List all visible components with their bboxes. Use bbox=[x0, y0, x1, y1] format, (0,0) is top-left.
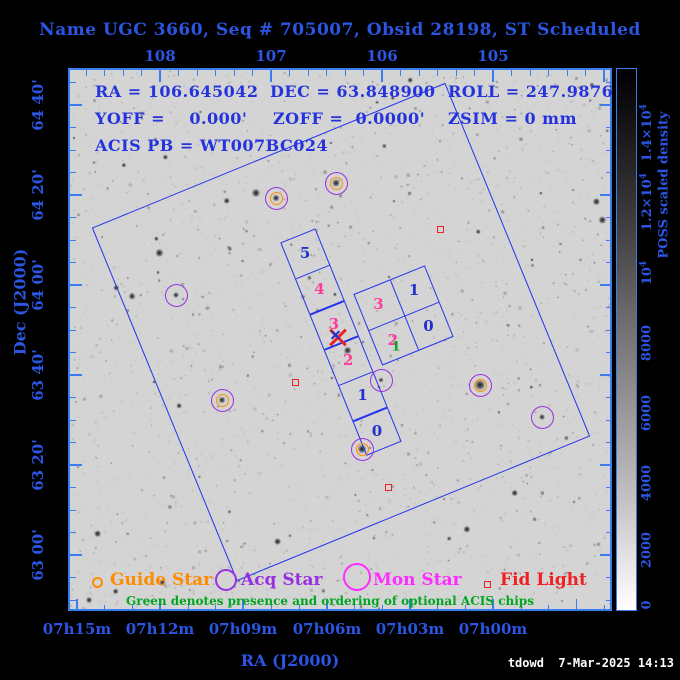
sky-plot bbox=[68, 68, 612, 611]
legend-mon-star-label: Mon Star bbox=[373, 570, 462, 590]
colorbar-tick-label: 104 bbox=[638, 260, 656, 286]
top-axis-tick-label: 105 bbox=[477, 47, 509, 65]
readout-dec: DEC = 63.848900 bbox=[270, 82, 436, 101]
bottom-axis-tick-label: 07h09m bbox=[208, 620, 278, 638]
legend-acq-star-label: Acq Star bbox=[241, 570, 323, 590]
colorbar-tick-label: 1.2×104 bbox=[638, 173, 656, 231]
readout-roll: ROLL = 247.9876 bbox=[448, 82, 614, 101]
left-axis-tick-label: 64 40' bbox=[29, 79, 47, 131]
left-axis-tick-label: 63 20' bbox=[29, 439, 47, 491]
colorbar-tick-label: 0 bbox=[639, 600, 655, 610]
readout-zoff: ZOFF = 0.0000' bbox=[273, 109, 426, 128]
readout-zsim: ZSIM = 0 mm bbox=[448, 109, 578, 128]
colorbar-tick-exponent: 4 bbox=[638, 173, 649, 180]
bottom-axis-tick-label: 07h03m bbox=[375, 620, 445, 638]
legend-guide-star-icon bbox=[92, 577, 103, 588]
left-axis-tick-label: 63 00' bbox=[29, 529, 47, 581]
top-axis-tick-label: 108 bbox=[144, 47, 176, 65]
legend-guide-star-label: Guide Star bbox=[110, 570, 213, 590]
colorbar-title: POSS scaled density bbox=[656, 111, 672, 259]
legend-acq-star-icon bbox=[215, 569, 237, 591]
bottom-axis-tick-label: 07h15m bbox=[42, 620, 112, 638]
left-axis-tick-label: 64 00' bbox=[29, 259, 47, 311]
top-axis-tick-label: 106 bbox=[366, 47, 398, 65]
y-axis-title: Dec (J2000) bbox=[10, 248, 30, 356]
colorbar-tick-exponent: 4 bbox=[638, 104, 649, 111]
x-axis-title: RA (J2000) bbox=[240, 651, 340, 670]
bottom-axis-tick-label: 07h12m bbox=[125, 620, 195, 638]
legend-mon-star-icon bbox=[343, 563, 371, 591]
top-axis-tick-label: 107 bbox=[255, 47, 287, 65]
colorbar-tick-label: 2000 bbox=[639, 531, 655, 569]
colorbar-gradient bbox=[616, 68, 637, 611]
credit-text: tdowd 7-Mar-2025 14:13 bbox=[507, 656, 674, 670]
legend-fid-light-icon bbox=[484, 581, 491, 588]
left-axis-tick-label: 64 20' bbox=[29, 169, 47, 221]
left-axis-tick-label: 63 40' bbox=[29, 349, 47, 401]
readout-yoff: YOFF = 0.000' bbox=[95, 109, 248, 128]
legend-note: Green denotes presence and ordering of o… bbox=[126, 594, 534, 608]
readout-acis-pb: ACIS PB = WT007BC024 bbox=[95, 136, 329, 155]
colorbar-tick-label: 6000 bbox=[639, 394, 655, 432]
colorbar-tick-label: 1.4×104 bbox=[638, 104, 656, 162]
colorbar-tick-exponent: 4 bbox=[638, 260, 649, 268]
colorbar-tick-label: 8000 bbox=[639, 324, 655, 362]
readout-ra: RA = 106.645042 bbox=[95, 82, 259, 101]
legend-fid-light-label: Fid Light bbox=[500, 570, 587, 590]
bottom-axis-tick-label: 07h00m bbox=[458, 620, 528, 638]
bottom-axis-tick-label: 07h06m bbox=[292, 620, 362, 638]
plot-title: Name UGC 3660, Seq # 705007, Obsid 28198… bbox=[39, 20, 641, 40]
colorbar-tick-label: 4000 bbox=[639, 464, 655, 502]
